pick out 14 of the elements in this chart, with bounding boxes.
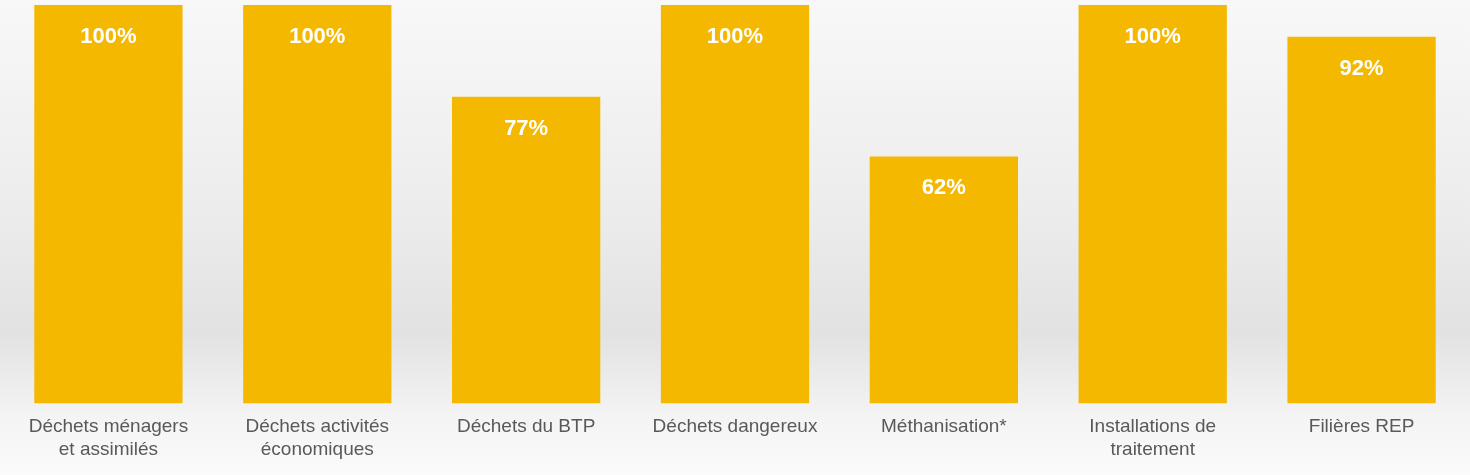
- x-tick-label: Installations de traitement: [1089, 415, 1217, 459]
- x-tick-label: Déchets ménagers et assimilés: [28, 415, 189, 459]
- data-label: 62%: [921, 174, 966, 200]
- data-label: 100%: [289, 23, 346, 49]
- data-label: 100%: [1124, 23, 1181, 49]
- x-tick-label: Méthanisation*: [881, 415, 1008, 437]
- x-tick-label: Déchets activités économiques: [245, 415, 390, 459]
- data-label: 77%: [504, 114, 549, 140]
- x-tick-label: Déchets du BTP: [456, 415, 596, 437]
- x-tick-label: Filières REP: [1308, 415, 1415, 437]
- data-label: 100%: [80, 23, 137, 49]
- data-label: 100%: [706, 23, 764, 49]
- x-tick-label: Déchets dangereux: [652, 415, 818, 437]
- data-label: 92%: [1339, 54, 1384, 80]
